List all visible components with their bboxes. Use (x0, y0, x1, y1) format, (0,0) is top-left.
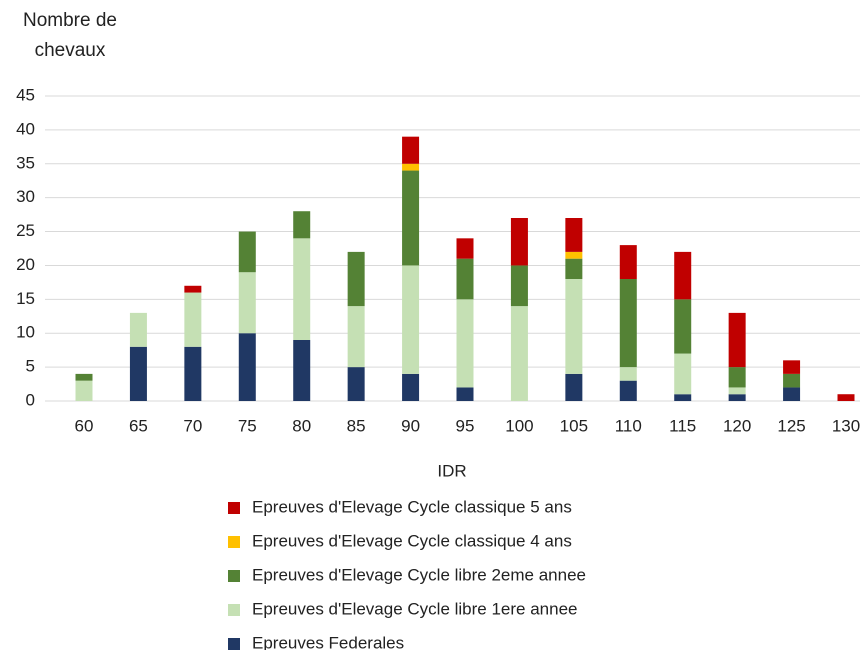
bar-segment (619, 380, 637, 401)
y-tick-label: 15 (16, 289, 35, 308)
bar-segment (565, 258, 583, 279)
bar-segment (565, 279, 583, 374)
bar-segment (456, 299, 474, 388)
bar-segment (238, 231, 256, 273)
x-tick-label: 120 (723, 416, 751, 435)
bar-segment (510, 306, 528, 401)
bar-segment (728, 312, 746, 368)
bar-segment (293, 211, 311, 239)
bar-segment (456, 387, 474, 401)
bar-segment (238, 272, 256, 334)
bar-segment (619, 279, 637, 368)
x-tick-label: 95 (456, 416, 475, 435)
legend-swatch (228, 502, 240, 514)
x-tick-label: 110 (615, 416, 642, 435)
x-axis-title: IDR (437, 461, 466, 480)
bar-segment (402, 265, 420, 374)
bar-segment (129, 346, 147, 401)
bar-segment (293, 340, 311, 401)
x-tick-label: 90 (401, 416, 420, 435)
legend-label: Epreuves d'Elevage Cycle classique 4 ans (252, 531, 572, 550)
x-tick-label: 65 (129, 416, 148, 435)
bar-segment (402, 373, 420, 401)
x-tick-label: 115 (669, 416, 696, 435)
y-axis-title: Nombre de chevaux (23, 10, 117, 61)
bar-segment (402, 170, 420, 266)
bar-segment (674, 353, 692, 395)
bar-segment (510, 218, 528, 266)
legend-swatch (228, 604, 240, 616)
bar-segment (674, 251, 692, 300)
bar-segment (402, 136, 420, 164)
x-tick-label: 125 (777, 416, 805, 435)
bar-segment (565, 218, 583, 252)
bar-segment (184, 292, 202, 347)
legend-label: Epreuves Federales (252, 633, 404, 650)
bar-segment (783, 360, 801, 374)
bar-segment (402, 163, 420, 171)
bar-segment (456, 238, 474, 259)
legend-swatch (228, 638, 240, 650)
bar-segment (238, 333, 256, 401)
x-tick-label: 130 (832, 416, 860, 435)
bar-segment (184, 285, 202, 293)
bar-segment (75, 380, 93, 401)
y-tick-label: 10 (16, 323, 35, 342)
x-tick-label: 70 (183, 416, 202, 435)
bar-segment (619, 245, 637, 279)
bar-segment (728, 367, 746, 388)
y-tick-label: 5 (26, 357, 35, 376)
bar-segment (837, 394, 855, 401)
bar-segment (75, 373, 93, 381)
legend-label: Epreuves d'Elevage Cycle libre 1ere anne… (252, 599, 578, 618)
legend-swatch (228, 570, 240, 582)
bar-segment (456, 258, 474, 300)
x-tick-label: 75 (238, 416, 257, 435)
bar-segment (347, 251, 365, 307)
bar-segment (347, 367, 365, 401)
bar-segment (129, 312, 147, 347)
y-tick-label: 30 (16, 187, 35, 206)
bar-segment (619, 367, 637, 381)
x-tick-label: 100 (505, 416, 533, 435)
bar-segment (674, 394, 692, 401)
y-tick-label: 40 (16, 119, 35, 138)
legend-label: Epreuves d'Elevage Cycle libre 2eme anne… (252, 565, 586, 584)
bar-segment (510, 265, 528, 307)
bar-segment (565, 251, 583, 259)
x-tick-label: 80 (292, 416, 311, 435)
y-tick-label: 20 (16, 255, 35, 274)
y-tick-label: 45 (16, 85, 35, 104)
bar-segment (565, 373, 583, 401)
y-tick-label: 35 (16, 153, 35, 172)
bar-segment (674, 299, 692, 354)
bar-segment (728, 387, 746, 395)
y-tick-label: 0 (26, 390, 35, 409)
bar-segment (783, 373, 801, 388)
x-tick-label: 105 (560, 416, 588, 435)
bar-segment (728, 394, 746, 401)
bar-segment (347, 306, 365, 368)
bar-segment (293, 238, 311, 340)
y-tick-label: 25 (16, 221, 35, 240)
legend-swatch (228, 536, 240, 548)
x-tick-label: 85 (347, 416, 366, 435)
x-tick-label: 60 (75, 416, 94, 435)
bar-segment (783, 387, 801, 401)
bar-segment (184, 346, 202, 401)
legend-label: Epreuves d'Elevage Cycle classique 5 ans (252, 497, 572, 516)
